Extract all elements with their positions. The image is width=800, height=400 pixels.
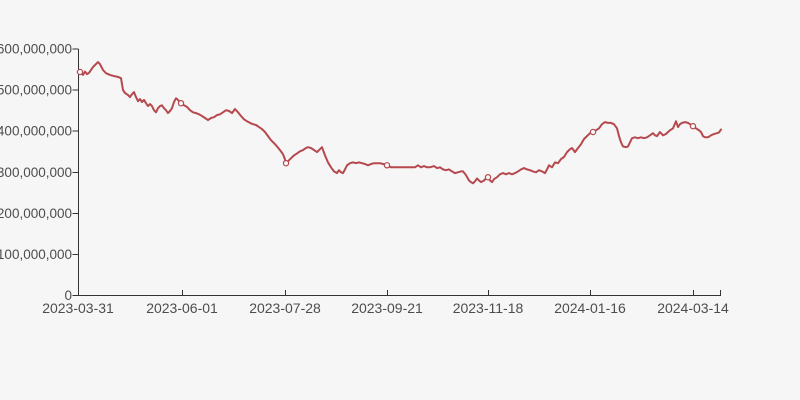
- data-point-marker: [484, 173, 492, 181]
- x-axis-tick-label: 2023-09-21: [351, 300, 423, 316]
- price-series: [79, 61, 722, 185]
- axis-line: [78, 49, 721, 296]
- y-axis-tick-label: 300,000,000: [0, 165, 72, 180]
- x-axis-tick-label: 2023-06-01: [146, 300, 218, 316]
- y-axis-tick-label: 200,000,000: [0, 206, 72, 221]
- data-point-marker: [76, 68, 84, 76]
- price-line: [79, 61, 722, 185]
- x-axis-tick-label: 2023-11-18: [453, 300, 524, 316]
- y-axis-tick-label: 0: [64, 288, 72, 303]
- data-point-marker: [689, 122, 697, 130]
- data-point-marker: [383, 162, 391, 169]
- data-point-marker: [282, 159, 290, 167]
- data-point-marker: [177, 99, 185, 107]
- y-axis-tick-label: 600,000,000: [0, 42, 72, 57]
- x-axis-labels: 2023-03-31 2023-06-01 2023-07-28 2023-09-21…: [42, 300, 729, 316]
- y-axis-tick-label: 100,000,000: [0, 247, 72, 262]
- x-axis-tick-label: 2024-01-16: [554, 300, 626, 316]
- axes: [72, 48, 721, 296]
- y-axis-labels: 0 100,000,000 200,000,000 300,000,000 400,00…: [0, 42, 72, 304]
- data-point-markers: [76, 68, 697, 181]
- data-point-marker: [589, 128, 597, 136]
- x-axis-tick-label: 2023-03-31: [42, 300, 114, 316]
- x-axis-tick-label: 2023-07-28: [249, 300, 321, 316]
- x-axis-tick-label: 2024-03-14: [657, 300, 729, 316]
- y-axis-tick-label: 400,000,000: [0, 124, 72, 139]
- y-axis-tick-label: 500,000,000: [0, 83, 72, 98]
